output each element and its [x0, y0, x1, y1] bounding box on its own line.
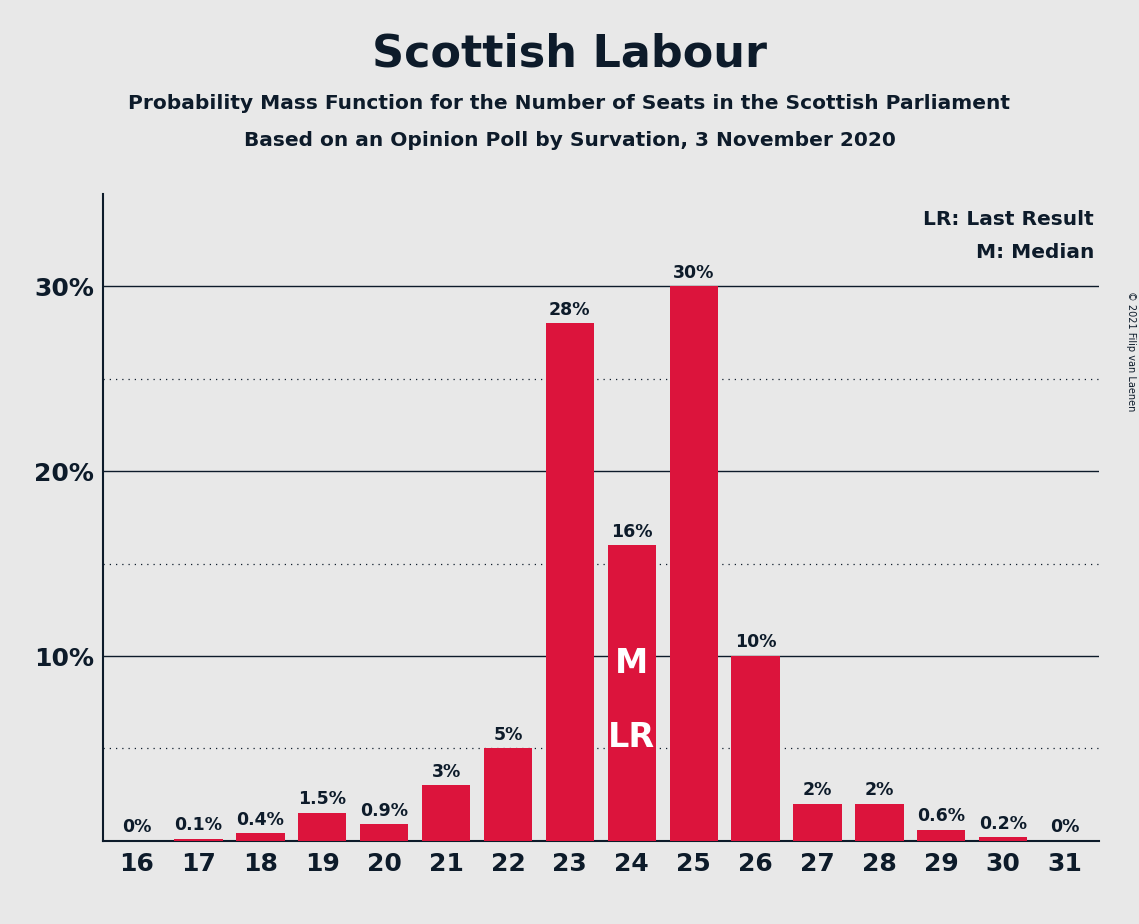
Text: 0.6%: 0.6%: [917, 808, 965, 825]
Text: 0.9%: 0.9%: [360, 802, 408, 820]
Bar: [174, 839, 222, 841]
Bar: [484, 748, 532, 841]
Text: M: Median: M: Median: [976, 243, 1095, 261]
Text: Scottish Labour: Scottish Labour: [372, 32, 767, 76]
Text: Probability Mass Function for the Number of Seats in the Scottish Parliament: Probability Mass Function for the Number…: [129, 94, 1010, 114]
Bar: [917, 830, 966, 841]
Bar: [607, 545, 656, 841]
Bar: [980, 837, 1027, 841]
Text: LR: LR: [608, 721, 655, 754]
Text: 0.2%: 0.2%: [980, 815, 1027, 833]
Text: 0.1%: 0.1%: [174, 817, 222, 834]
Bar: [855, 804, 903, 841]
Text: 3%: 3%: [432, 763, 460, 781]
Text: 16%: 16%: [611, 523, 653, 541]
Text: 1.5%: 1.5%: [298, 791, 346, 808]
Text: LR: Last Result: LR: Last Result: [924, 211, 1095, 229]
Text: 28%: 28%: [549, 301, 591, 319]
Text: 2%: 2%: [865, 782, 894, 799]
Text: 0.4%: 0.4%: [237, 811, 285, 829]
Text: 0%: 0%: [122, 819, 151, 836]
Text: 0%: 0%: [1050, 819, 1080, 836]
Bar: [794, 804, 842, 841]
Text: 5%: 5%: [493, 726, 523, 744]
Text: 10%: 10%: [735, 634, 777, 651]
Text: Based on an Opinion Poll by Survation, 3 November 2020: Based on an Opinion Poll by Survation, 3…: [244, 131, 895, 151]
Bar: [731, 656, 780, 841]
Text: © 2021 Filip van Laenen: © 2021 Filip van Laenen: [1126, 291, 1136, 411]
Text: 30%: 30%: [673, 264, 714, 282]
Bar: [298, 813, 346, 841]
Text: M: M: [615, 647, 648, 680]
Bar: [421, 785, 470, 841]
Bar: [546, 323, 595, 841]
Bar: [236, 833, 285, 841]
Bar: [670, 286, 718, 841]
Bar: [360, 824, 408, 841]
Text: 2%: 2%: [803, 782, 833, 799]
